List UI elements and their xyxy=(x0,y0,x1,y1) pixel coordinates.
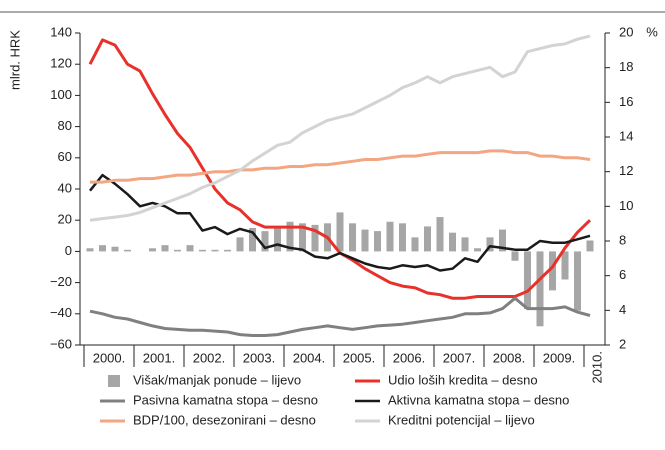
y-tick-label: 20 xyxy=(58,212,72,227)
y2-tick-label: 6 xyxy=(619,267,626,282)
legend-swatch xyxy=(108,375,120,387)
bar xyxy=(574,251,581,311)
y2-tick-label: 20 xyxy=(619,24,633,39)
line xyxy=(90,149,591,184)
x-tick-label: 2006. xyxy=(393,350,426,365)
x-tick-label: 2000. xyxy=(93,350,126,365)
bar xyxy=(211,249,219,252)
x-tick-label: 2003. xyxy=(243,350,276,365)
y2-tick-label: 10 xyxy=(619,198,633,213)
y-tick-label: −40 xyxy=(50,305,72,320)
bar xyxy=(561,251,569,280)
bar xyxy=(199,249,206,252)
y-tick-label: 100 xyxy=(50,87,72,102)
bar xyxy=(186,245,194,252)
x-tick-label: 2007. xyxy=(443,350,476,365)
bar xyxy=(474,248,481,252)
legend-label: Udio loših kredita – desno xyxy=(388,372,538,387)
bar xyxy=(336,212,344,252)
y-tick-label: −60 xyxy=(50,336,72,351)
y-tick-label: 40 xyxy=(58,180,72,195)
bar xyxy=(249,228,256,252)
bar xyxy=(499,229,506,252)
bar xyxy=(411,237,419,252)
bar xyxy=(311,224,319,252)
bar xyxy=(161,245,169,252)
x-tick-label: 2010. xyxy=(589,351,604,384)
bar xyxy=(536,251,544,327)
bar xyxy=(236,237,244,252)
legend-item: Aktivna kamatna stopa – desno xyxy=(355,392,569,407)
y-axis-label: mlrd. HRK xyxy=(7,30,22,90)
legend-label: Kreditni potencijal – lijevo xyxy=(388,412,535,427)
bar xyxy=(399,223,406,252)
x-tick-label: 2004. xyxy=(293,350,326,365)
bar xyxy=(549,251,556,291)
y2-tick-label: 16 xyxy=(619,94,633,109)
bar xyxy=(299,223,306,252)
y2-tick-label: 8 xyxy=(619,232,626,247)
bar xyxy=(261,231,269,252)
x-tick-label: 2002. xyxy=(193,350,226,365)
bar xyxy=(361,229,369,252)
bar xyxy=(99,245,106,252)
legend-label: BDP/100, desezonirani – desno xyxy=(133,412,316,427)
legend-item: Kreditni potencijal – lijevo xyxy=(355,412,535,427)
bar xyxy=(224,249,231,252)
y2-tick-label: 18 xyxy=(619,59,633,74)
y-tick-label: 0 xyxy=(65,243,72,258)
bar xyxy=(111,246,119,252)
bar xyxy=(461,237,469,252)
bar xyxy=(86,248,94,252)
y-tick-label: 140 xyxy=(50,24,72,39)
y2-axis-label: % xyxy=(646,24,658,39)
bar xyxy=(286,221,294,252)
bar xyxy=(586,240,594,252)
line xyxy=(89,296,591,337)
bar xyxy=(174,249,181,252)
bar xyxy=(436,217,444,252)
bar xyxy=(486,237,494,252)
y2-tick-label: 4 xyxy=(619,302,626,317)
y-tick-label: 80 xyxy=(58,118,72,133)
y-tick-label: −20 xyxy=(50,274,72,289)
legend-item: BDP/100, desezonirani – desno xyxy=(100,412,316,427)
legend-label: Aktivna kamatna stopa – desno xyxy=(388,392,569,407)
line xyxy=(89,34,591,222)
plot-area xyxy=(86,34,594,337)
x-tick-label: 2001. xyxy=(143,350,176,365)
y-tick-label: 60 xyxy=(58,149,72,164)
legend-item: Udio loših kredita – desno xyxy=(355,372,538,387)
legend-item: Pasivna kamatna stopa – desno xyxy=(100,392,318,407)
x-tick-label: 2008. xyxy=(493,350,526,365)
bar xyxy=(424,226,431,252)
x-tick-label: 2009. xyxy=(543,350,576,365)
bar xyxy=(349,223,356,252)
y-tick-label: 120 xyxy=(50,56,72,71)
bar xyxy=(511,251,519,261)
bar xyxy=(124,249,131,252)
y2-tick-label: 14 xyxy=(619,128,633,143)
y2-tick-label: 12 xyxy=(619,163,633,178)
bar xyxy=(274,228,281,252)
legend-item: Višak/manjak ponude – lijevo xyxy=(108,372,301,387)
line xyxy=(89,173,591,272)
y2-tick-label: 2 xyxy=(619,336,626,351)
bar xyxy=(449,232,456,252)
bar xyxy=(374,231,381,252)
x-tick-label: 2005. xyxy=(343,350,376,365)
bar xyxy=(524,251,531,310)
bar xyxy=(386,221,394,252)
legend-label: Pasivna kamatna stopa – desno xyxy=(133,392,318,407)
bar xyxy=(149,248,156,252)
legend-label: Višak/manjak ponude – lijevo xyxy=(133,372,301,387)
